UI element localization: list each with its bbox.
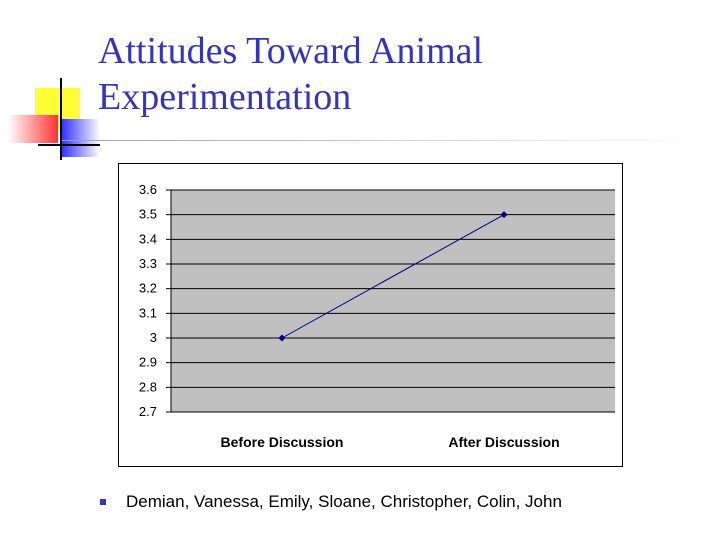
deco-separator-line [62, 140, 702, 141]
y-tick-label: 3.6 [139, 182, 157, 197]
x-category-label: After Discussion [448, 434, 559, 450]
data-point [500, 211, 508, 219]
title-line-1: Attitudes Toward Animal [98, 30, 484, 72]
line-chart: 3.6 3.5 3.4 3.3 3.2 3.1 3 2.9 2.8 2.7 Before Discu… [139, 182, 615, 450]
y-tick-label: 2.9 [139, 355, 157, 370]
data-point [278, 334, 286, 342]
page-title: Attitudes Toward Animal Experimentation [98, 28, 698, 120]
y-tick-label: 3.1 [139, 305, 157, 320]
chart-frame: 3.6 3.5 3.4 3.3 3.2 3.1 3 2.9 2.8 2.7 Before Discu… [118, 163, 623, 467]
plot-area [171, 190, 615, 412]
bullet-icon [100, 499, 106, 505]
deco-vertical-line [60, 78, 62, 160]
title-line-2: Experimentation [98, 76, 352, 118]
y-tick-label: 2.7 [139, 404, 157, 419]
deco-red-bar [8, 115, 58, 143]
bullet-text: Demian, Vanessa, Emily, Sloane, Christop… [126, 492, 562, 511]
bullet-list-item: Demian, Vanessa, Emily, Sloane, Christop… [100, 491, 562, 513]
deco-blue-square [62, 119, 100, 157]
y-tick-label: 3.3 [139, 256, 157, 271]
y-tick-label: 3.5 [139, 207, 157, 222]
series-line [281, 214, 505, 339]
y-tick-label: 3 [150, 330, 157, 345]
y-tick-label: 2.8 [139, 379, 157, 394]
x-category-label: Before Discussion [221, 434, 344, 450]
y-tick-label: 3.4 [139, 231, 157, 246]
y-tick-label: 3.2 [139, 281, 157, 296]
deco-horizontal-line [38, 144, 100, 146]
